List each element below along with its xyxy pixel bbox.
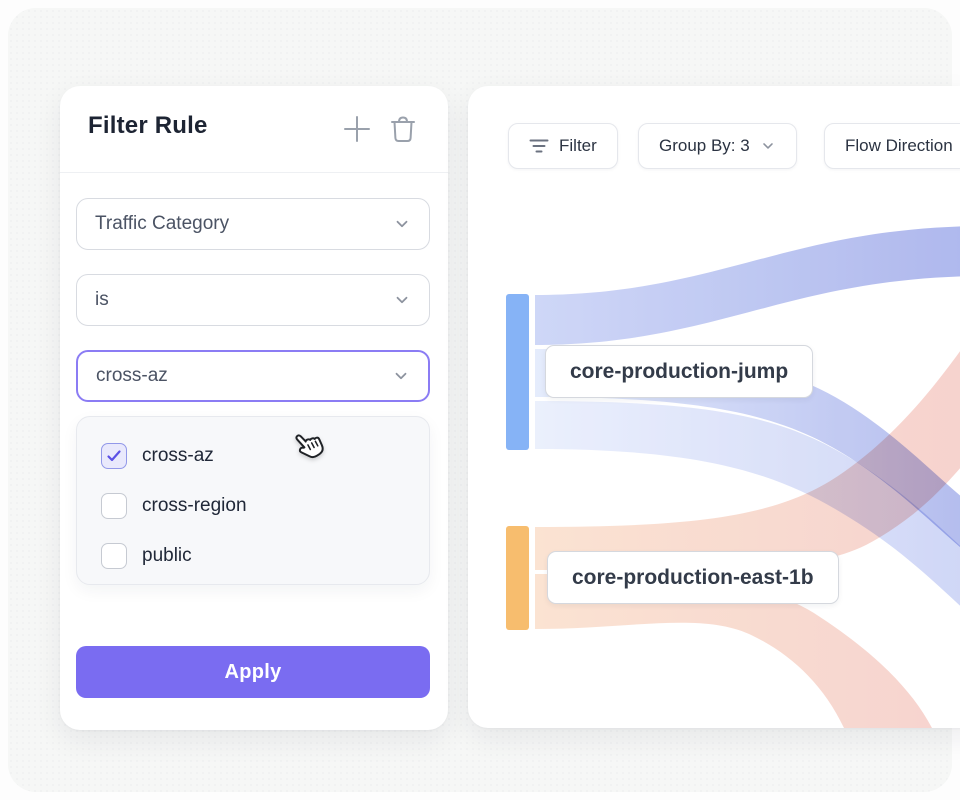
flow-blue-top[interactable]: [535, 226, 960, 345]
operator-select[interactable]: is: [76, 274, 430, 326]
flow-pink-bottom[interactable]: [535, 574, 932, 728]
node-label-text: core-production-east-1b: [572, 565, 814, 589]
apply-button[interactable]: Apply: [76, 646, 430, 698]
option-public[interactable]: public: [101, 531, 429, 581]
field-select-value: Traffic Category: [95, 213, 230, 234]
filter-icon: [529, 139, 549, 153]
add-rule-button[interactable]: [341, 113, 373, 145]
option-label: public: [142, 545, 192, 566]
operator-select-value: is: [95, 289, 109, 310]
field-select[interactable]: Traffic Category: [76, 198, 430, 250]
flow-pink-top[interactable]: [535, 311, 960, 571]
flow-blue-bottom[interactable]: [535, 401, 960, 632]
group-by-label: Group By: 3: [659, 136, 750, 155]
plus-icon: [344, 116, 370, 142]
node-label-core-production-east-1b[interactable]: core-production-east-1b: [547, 551, 839, 604]
filter-rule-panel: Filter Rule Traffic Category is cross-az: [60, 86, 448, 730]
chevron-down-icon: [395, 372, 407, 380]
sankey-node-core-production-jump[interactable]: [506, 294, 529, 450]
flow-direction-label: Flow Direction: [845, 136, 953, 155]
panel-title: Filter Rule: [88, 112, 208, 139]
flow-blue-middle[interactable]: [535, 349, 960, 570]
sankey-node-core-production-east-1b[interactable]: [506, 526, 529, 630]
filter-panel-header: Filter Rule: [60, 86, 448, 173]
checkbox-cross-az[interactable]: [101, 443, 127, 469]
option-label: cross-region: [142, 495, 247, 516]
chevron-down-icon: [396, 220, 408, 228]
sankey-diagram: [506, 226, 960, 728]
option-label: cross-az: [142, 445, 214, 466]
node-label-text: core-production-jump: [570, 359, 789, 383]
checkbox-public[interactable]: [101, 543, 127, 569]
chevron-down-icon: [762, 143, 773, 149]
filter-button-label: Filter: [559, 136, 597, 155]
option-cross-az[interactable]: cross-az: [101, 431, 429, 481]
flow-visualization-panel: core-production-jump core-production-eas…: [468, 86, 960, 728]
value-select[interactable]: cross-az: [76, 350, 430, 402]
trash-icon: [391, 116, 415, 142]
option-cross-region[interactable]: cross-region: [101, 481, 429, 531]
app-surface: Filter Rule Traffic Category is cross-az: [8, 8, 960, 792]
chevron-down-icon: [396, 296, 408, 304]
flow-direction-button[interactable]: Flow Direction: [824, 123, 960, 169]
check-icon: [107, 450, 121, 462]
filter-button[interactable]: Filter: [508, 123, 618, 169]
node-label-core-production-jump[interactable]: core-production-jump: [545, 345, 814, 398]
value-select-value: cross-az: [96, 365, 168, 386]
delete-rule-button[interactable]: [387, 113, 419, 145]
checkbox-cross-region[interactable]: [101, 493, 127, 519]
value-options-dropdown: cross-az cross-region public: [76, 416, 430, 585]
group-by-button[interactable]: Group By: 3: [638, 123, 797, 169]
